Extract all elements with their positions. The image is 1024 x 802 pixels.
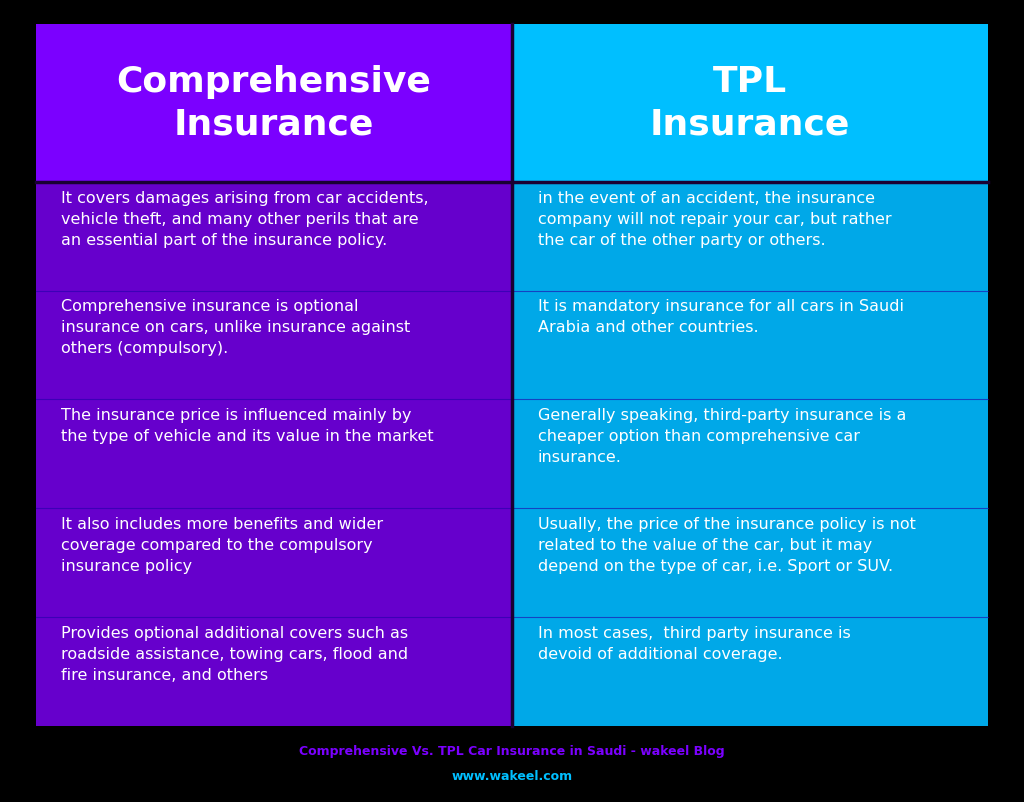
FancyBboxPatch shape <box>512 24 988 182</box>
Text: Generally speaking, third-party insurance is a
cheaper option than comprehensive: Generally speaking, third-party insuranc… <box>538 408 906 465</box>
FancyBboxPatch shape <box>512 182 988 291</box>
Text: TPL
Insurance: TPL Insurance <box>650 65 850 141</box>
Text: Comprehensive
Insurance: Comprehensive Insurance <box>117 65 431 141</box>
Text: Comprehensive Vs. TPL Car Insurance in Saudi - wakeel Blog: Comprehensive Vs. TPL Car Insurance in S… <box>299 744 725 758</box>
Text: www.wakeel.com: www.wakeel.com <box>452 770 572 784</box>
FancyBboxPatch shape <box>512 399 988 508</box>
Text: It is mandatory insurance for all cars in Saudi
Arabia and other countries.: It is mandatory insurance for all cars i… <box>538 299 903 335</box>
FancyBboxPatch shape <box>512 508 988 617</box>
Text: in the event of an accident, the insurance
company will not repair your car, but: in the event of an accident, the insuran… <box>538 191 891 248</box>
FancyBboxPatch shape <box>512 617 988 726</box>
FancyBboxPatch shape <box>36 182 512 291</box>
Text: Usually, the price of the insurance policy is not
related to the value of the ca: Usually, the price of the insurance poli… <box>538 517 915 574</box>
FancyBboxPatch shape <box>36 24 512 182</box>
Text: It covers damages arising from car accidents,
vehicle theft, and many other peri: It covers damages arising from car accid… <box>61 191 429 248</box>
Text: It also includes more benefits and wider
coverage compared to the compulsory
ins: It also includes more benefits and wider… <box>61 517 384 574</box>
Text: The insurance price is influenced mainly by
the type of vehicle and its value in: The insurance price is influenced mainly… <box>61 408 434 444</box>
FancyBboxPatch shape <box>36 291 512 399</box>
FancyBboxPatch shape <box>36 508 512 617</box>
Text: Comprehensive insurance is optional
insurance on cars, unlike insurance against
: Comprehensive insurance is optional insu… <box>61 299 411 356</box>
FancyBboxPatch shape <box>36 617 512 726</box>
FancyBboxPatch shape <box>36 399 512 508</box>
Text: Provides optional additional covers such as
roadside assistance, towing cars, fl: Provides optional additional covers such… <box>61 626 409 683</box>
Text: In most cases,  third party insurance is
devoid of additional coverage.: In most cases, third party insurance is … <box>538 626 850 662</box>
FancyBboxPatch shape <box>512 291 988 399</box>
